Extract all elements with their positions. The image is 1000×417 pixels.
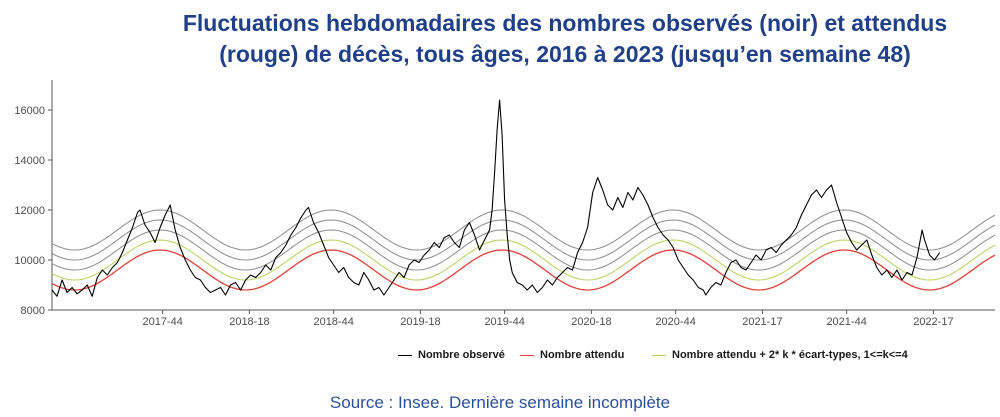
legend-label-bands: Nombre attendu + 2* k * écart-types, 1<=… <box>672 349 908 361</box>
legend-swatch-bands <box>652 354 666 356</box>
legend-item-bands: Nombre attendu + 2* k * écart-types, 1<=… <box>652 349 908 361</box>
expected-series <box>51 249 996 291</box>
band-line-k2 <box>51 229 996 271</box>
x-tick-label: 2017-44 <box>142 316 182 328</box>
y-tick-label: 14000 <box>14 155 45 167</box>
x-tick-label: 2020-18 <box>571 316 611 328</box>
mortality-line-chart: 8000 10000 12000 14000 16000 2017-44 2018-18 20… <box>14 80 996 328</box>
chart-title-line-1: Fluctuations hebdomadaires des nombres o… <box>182 10 948 36</box>
deviation-bands <box>51 209 996 281</box>
legend-swatch-observed <box>398 354 412 356</box>
band-line-k4 <box>51 209 996 251</box>
observed-series <box>51 99 941 297</box>
expected-line <box>51 249 996 291</box>
chart-axes: 8000 10000 12000 14000 16000 2017-44 2018-18 20… <box>14 80 995 328</box>
chart-title-line-2: (rouge) de décès, tous âges, 2016 à 2023… <box>219 41 911 67</box>
legend-swatch-expected <box>520 354 534 356</box>
chart-legend: Nombre observé Nombre attendu Nombre att… <box>0 349 1000 369</box>
band-line-k1 <box>51 239 996 281</box>
x-tick-label: 2019-44 <box>484 316 524 328</box>
x-tick-label: 2021-17 <box>742 316 782 328</box>
y-tick-label: 8000 <box>21 305 45 317</box>
x-tick-label: 2021-44 <box>826 316 866 328</box>
y-tick-label: 10000 <box>14 255 45 267</box>
legend-item-observed: Nombre observé <box>398 349 505 361</box>
source-note: Source : Insee. Dernière semaine incompl… <box>329 393 671 412</box>
x-tick-label: 2018-44 <box>313 316 353 328</box>
y-tick-label: 12000 <box>14 205 45 217</box>
legend-label-observed: Nombre observé <box>418 349 505 361</box>
x-tick-label: 2022-17 <box>913 316 953 328</box>
observed-line <box>51 99 941 297</box>
legend-item-expected: Nombre attendu <box>520 349 624 361</box>
x-tick-label: 2020-44 <box>655 316 695 328</box>
x-tick-label: 2018-18 <box>229 316 269 328</box>
band-line-k3 <box>51 219 996 261</box>
chart-title: Fluctuations hebdomadaires des nombres o… <box>150 8 980 70</box>
y-tick-label: 16000 <box>14 105 45 117</box>
x-tick-label: 2019-18 <box>400 316 440 328</box>
legend-label-expected: Nombre attendu <box>540 349 625 361</box>
